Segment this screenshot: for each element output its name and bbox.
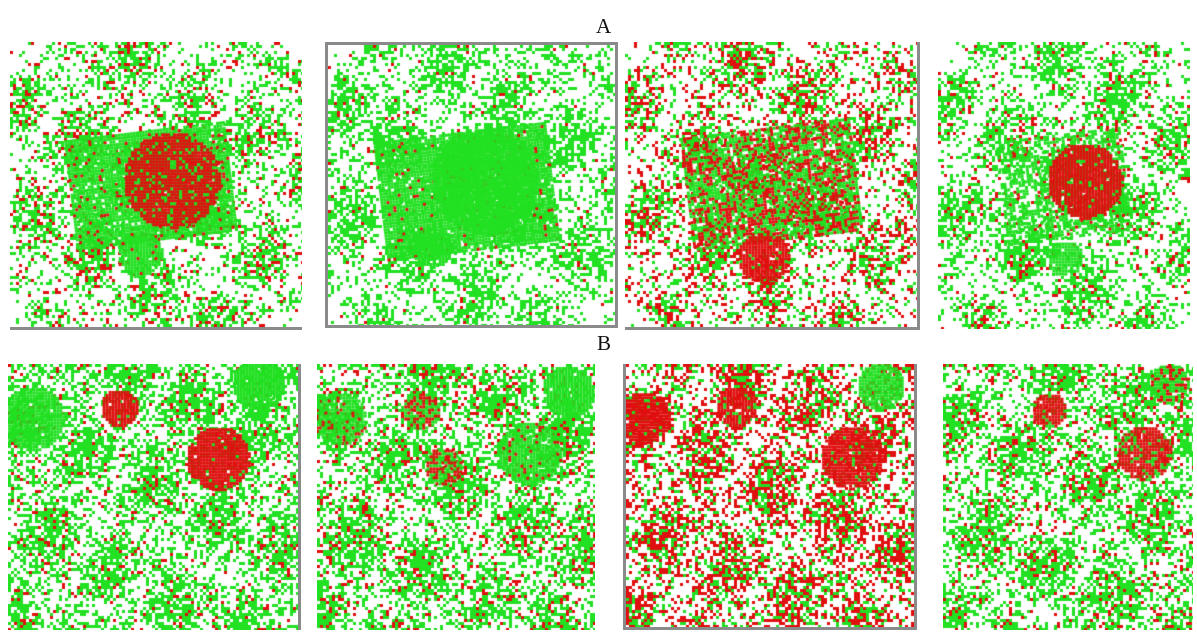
classification-map-b1 xyxy=(8,364,298,630)
classification-map-a3 xyxy=(625,42,917,327)
row-label-b: B xyxy=(597,331,612,355)
row-label-a: A xyxy=(596,14,612,38)
panel-a1 xyxy=(10,42,302,330)
panel-a2 xyxy=(325,42,618,328)
panel-b4 xyxy=(943,364,1193,630)
panel-b3 xyxy=(623,364,917,630)
classification-map-a4 xyxy=(938,42,1190,329)
panel-b1 xyxy=(8,364,301,630)
panel-b2 xyxy=(317,364,595,630)
classification-map-a1 xyxy=(10,42,302,327)
classification-map-b4 xyxy=(943,364,1193,630)
panel-a3 xyxy=(625,42,920,330)
panel-a4 xyxy=(938,42,1190,329)
classification-map-b2 xyxy=(317,364,595,630)
classification-map-b3 xyxy=(626,364,914,627)
classification-map-a2 xyxy=(328,45,615,325)
